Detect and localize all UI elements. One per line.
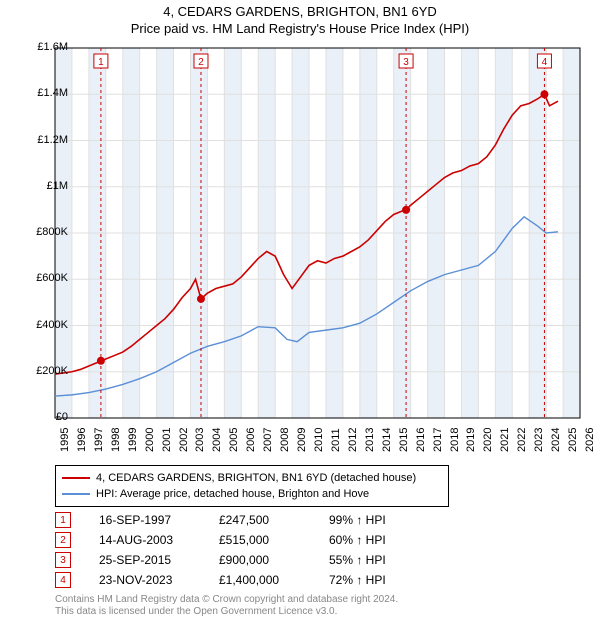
legend-row: 4, CEDARS GARDENS, BRIGHTON, BN1 6YD (de… [62, 470, 442, 486]
sale-pct: 99% ↑ HPI [329, 513, 449, 527]
sale-marker-num: 4 [542, 57, 548, 68]
sale-pct: 60% ↑ HPI [329, 533, 449, 547]
y-tick-label: £1.2M [18, 134, 68, 146]
legend: 4, CEDARS GARDENS, BRIGHTON, BN1 6YD (de… [55, 465, 449, 507]
x-tick-label: 2012 [347, 428, 359, 452]
sale-marker-num: 2 [198, 57, 204, 68]
x-tick-label: 2024 [550, 428, 562, 452]
y-tick-label: £600K [18, 272, 68, 284]
legend-row: HPI: Average price, detached house, Brig… [62, 486, 442, 502]
sale-price: £900,000 [219, 553, 329, 567]
x-tick-label: 2010 [313, 428, 325, 452]
sales-row: 1 16-SEP-1997£247,50099% ↑ HPI [55, 510, 449, 530]
sales-row: 2 14-AUG-2003£515,00060% ↑ HPI [55, 530, 449, 550]
sale-price: £515,000 [219, 533, 329, 547]
y-tick-label: £1.4M [18, 87, 68, 99]
y-tick-label: £800K [18, 226, 68, 238]
legend-label: 4, CEDARS GARDENS, BRIGHTON, BN1 6YD (de… [96, 472, 416, 484]
x-tick-label: 2006 [245, 428, 257, 452]
footer: Contains HM Land Registry data © Crown c… [55, 594, 398, 618]
x-tick-label: 2014 [381, 428, 393, 452]
y-tick-label: £400K [18, 319, 68, 331]
sale-marker-num: 3 [403, 57, 409, 68]
footer-line2: This data is licensed under the Open Gov… [55, 606, 398, 618]
chart-area: 1 2 3 4 [55, 48, 580, 418]
legend-swatch [62, 477, 90, 479]
x-tick-label: 2008 [279, 428, 291, 452]
x-tick-label: 2021 [499, 428, 511, 452]
sale-marker-dot [402, 206, 410, 214]
x-tick-label: 2001 [161, 428, 173, 452]
x-tick-label: 2002 [178, 428, 190, 452]
y-tick-label: £200K [18, 365, 68, 377]
x-tick-label: 2026 [584, 428, 596, 452]
x-tick-label: 2004 [211, 428, 223, 452]
y-tick-label: £1.6M [18, 41, 68, 53]
sale-marker-num: 1 [98, 57, 104, 68]
x-tick-label: 2011 [330, 428, 342, 452]
sale-date: 23-NOV-2023 [99, 573, 219, 587]
x-tick-label: 2019 [465, 428, 477, 452]
title-subtitle: Price paid vs. HM Land Registry's House … [0, 21, 600, 36]
x-tick-label: 2016 [415, 428, 427, 452]
x-tick-label: 2025 [567, 428, 579, 452]
sale-marker-dot [97, 357, 105, 365]
x-tick-label: 1999 [127, 428, 139, 452]
x-tick-label: 2009 [296, 428, 308, 452]
chart-svg: 1 2 3 4 [55, 48, 580, 418]
y-tick-label: £1M [18, 180, 68, 192]
sale-date: 14-AUG-2003 [99, 533, 219, 547]
sale-price: £247,500 [219, 513, 329, 527]
x-tick-label: 2005 [228, 428, 240, 452]
sale-pct: 72% ↑ HPI [329, 573, 449, 587]
sale-pct: 55% ↑ HPI [329, 553, 449, 567]
sale-marker-dot [197, 295, 205, 303]
sale-price: £1,400,000 [219, 573, 329, 587]
title-block: 4, CEDARS GARDENS, BRIGHTON, BN1 6YD Pri… [0, 4, 600, 36]
x-tick-label: 2000 [144, 428, 156, 452]
x-tick-label: 2020 [482, 428, 494, 452]
x-tick-label: 2003 [194, 428, 206, 452]
x-tick-label: 1996 [76, 428, 88, 452]
x-tick-label: 2013 [364, 428, 376, 452]
footer-line1: Contains HM Land Registry data © Crown c… [55, 594, 398, 606]
title-address: 4, CEDARS GARDENS, BRIGHTON, BN1 6YD [0, 4, 600, 19]
page: 4, CEDARS GARDENS, BRIGHTON, BN1 6YD Pri… [0, 0, 600, 620]
sale-number-box: 3 [55, 552, 71, 568]
sale-number-box: 4 [55, 572, 71, 588]
x-tick-label: 2015 [398, 428, 410, 452]
x-tick-label: 2022 [516, 428, 528, 452]
sale-marker-dot [540, 90, 548, 98]
x-tick-label: 1998 [110, 428, 122, 452]
sales-row: 4 23-NOV-2023£1,400,00072% ↑ HPI [55, 570, 449, 590]
x-tick-label: 2023 [533, 428, 545, 452]
sale-number-box: 1 [55, 512, 71, 528]
x-tick-label: 1997 [93, 428, 105, 452]
y-tick-label: £0 [18, 411, 68, 423]
sale-number-box: 2 [55, 532, 71, 548]
sale-date: 25-SEP-2015 [99, 553, 219, 567]
x-tick-label: 1995 [59, 428, 71, 452]
x-tick-label: 2018 [449, 428, 461, 452]
legend-label: HPI: Average price, detached house, Brig… [96, 488, 369, 500]
sales-table: 1 16-SEP-1997£247,50099% ↑ HPI 2 14-AUG-200… [55, 510, 449, 590]
legend-swatch [62, 493, 90, 495]
x-tick-label: 2007 [262, 428, 274, 452]
sales-row: 3 25-SEP-2015£900,00055% ↑ HPI [55, 550, 449, 570]
sale-date: 16-SEP-1997 [99, 513, 219, 527]
x-tick-label: 2017 [432, 428, 444, 452]
